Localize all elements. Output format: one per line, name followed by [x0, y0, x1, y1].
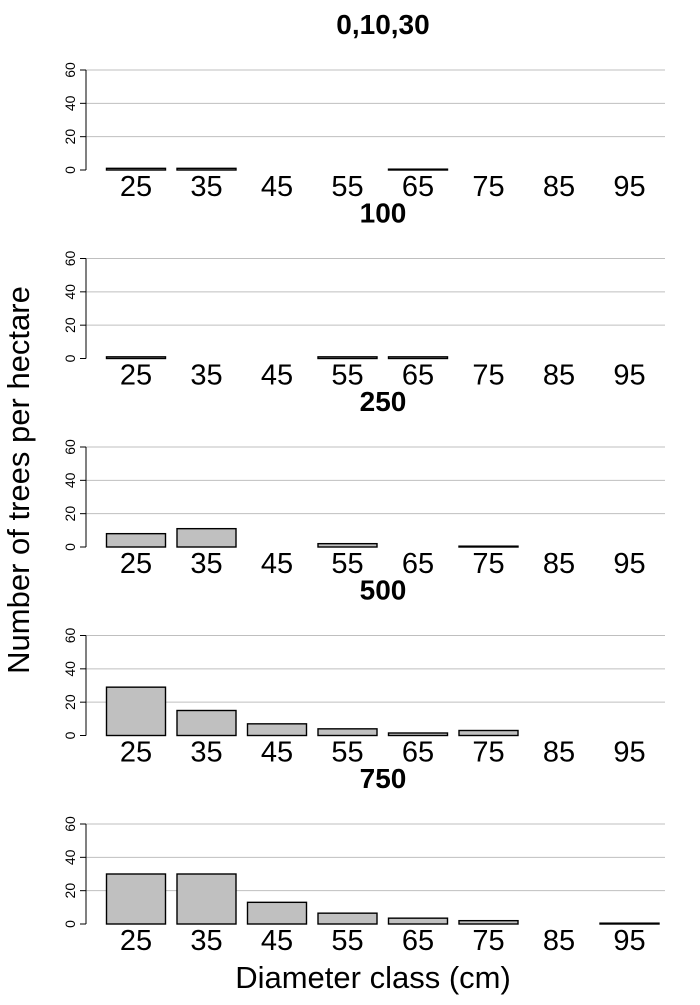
x-tick-label: 45 — [261, 925, 293, 957]
bar — [105, 686, 167, 737]
x-tick-label: 55 — [331, 360, 363, 392]
x-tick-label: 25 — [120, 925, 152, 957]
x-tick-label: 35 — [190, 925, 222, 957]
bar — [105, 167, 167, 171]
x-tick-label: 85 — [543, 171, 575, 203]
x-tick-label: 55 — [331, 925, 363, 957]
panel: 0,10,30 0 20 40 60 25 35 45 55 65 75 85 95 — [62, 9, 665, 203]
x-tick-label: 65 — [402, 925, 434, 957]
panel-title: 100 — [360, 198, 407, 229]
panel: 100 0 20 40 60 25 35 45 55 65 75 85 95 — [62, 198, 665, 392]
y-tick-label: 0 — [62, 166, 78, 174]
x-tick-label: 45 — [261, 360, 293, 392]
panel-title: 500 — [360, 575, 407, 606]
x-tick-label: 65 — [402, 737, 434, 769]
panel: 750 0 20 40 60 25 35 45 55 65 75 85 95 — [62, 763, 665, 957]
bar — [458, 919, 519, 925]
y-tick-label: 20 — [62, 317, 78, 333]
y-tick-label: 60 — [62, 816, 78, 832]
y-tick-label: 0 — [62, 920, 78, 928]
x-tick-label: 45 — [261, 548, 293, 580]
bar — [176, 527, 237, 548]
y-tick-label: 20 — [62, 506, 78, 522]
x-tick-label: 25 — [120, 360, 152, 392]
x-tick-label: 65 — [402, 360, 434, 392]
x-tick-label: 55 — [331, 548, 363, 580]
y-tick-label: 20 — [62, 129, 78, 145]
x-tick-label: 95 — [613, 548, 645, 580]
panel-title: 0,10,30 — [336, 9, 429, 40]
x-tick-label: 85 — [543, 925, 575, 957]
panel-title: 250 — [360, 386, 407, 417]
y-tick-label: 0 — [62, 731, 78, 739]
y-tick-label: 20 — [62, 883, 78, 899]
x-tick-label: 35 — [190, 171, 222, 203]
x-tick-label: 55 — [331, 171, 363, 203]
y-tick-label: 0 — [62, 543, 78, 551]
bar — [458, 545, 519, 548]
panel: 500 0 20 40 60 25 35 45 55 65 75 85 95 — [62, 575, 665, 769]
panel-title: 750 — [360, 763, 407, 794]
y-tick-label: 60 — [62, 62, 78, 78]
bar — [176, 167, 237, 171]
y-tick-label: 0 — [62, 354, 78, 362]
bar — [387, 917, 449, 925]
y-tick-label: 60 — [62, 251, 78, 267]
y-tick-label: 40 — [62, 849, 78, 865]
x-tick-label: 75 — [472, 171, 504, 203]
bar — [599, 922, 660, 925]
bar — [176, 709, 237, 737]
x-tick-label: 35 — [190, 360, 222, 392]
x-axis-title: Diameter class (cm) — [235, 960, 511, 995]
bar — [387, 732, 449, 737]
bar — [176, 873, 237, 925]
x-tick-label: 25 — [120, 737, 152, 769]
x-tick-label: 95 — [613, 360, 645, 392]
x-tick-label: 75 — [472, 360, 504, 392]
x-tick-label: 85 — [543, 548, 575, 580]
y-tick-label: 40 — [62, 661, 78, 677]
x-tick-label: 65 — [402, 548, 434, 580]
x-tick-label: 95 — [613, 925, 645, 957]
bar — [105, 356, 167, 360]
x-tick-label: 25 — [120, 171, 152, 203]
x-tick-label: 75 — [472, 548, 504, 580]
bar — [317, 542, 378, 548]
y-tick-label: 40 — [62, 284, 78, 300]
bar — [387, 168, 449, 171]
bar — [105, 532, 167, 548]
y-tick-label: 60 — [62, 439, 78, 455]
panel: 250 0 20 40 60 25 35 45 55 65 75 85 95 — [62, 386, 665, 580]
y-tick-label: 40 — [62, 472, 78, 488]
x-tick-label: 85 — [543, 360, 575, 392]
x-tick-label: 65 — [402, 171, 434, 203]
x-tick-label: 95 — [613, 171, 645, 203]
x-tick-label: 45 — [261, 737, 293, 769]
bar — [317, 356, 378, 360]
y-tick-label: 60 — [62, 628, 78, 644]
x-tick-label: 55 — [331, 737, 363, 769]
x-tick-label: 75 — [472, 737, 504, 769]
y-tick-label: 20 — [62, 694, 78, 710]
y-axis-title: Number of trees per hectare — [1, 286, 36, 674]
y-tick-label: 40 — [62, 95, 78, 111]
x-tick-label: 75 — [472, 925, 504, 957]
x-tick-label: 45 — [261, 171, 293, 203]
bar — [317, 728, 378, 737]
x-tick-label: 35 — [190, 548, 222, 580]
x-tick-label: 85 — [543, 737, 575, 769]
bar — [387, 356, 449, 360]
bar — [458, 729, 519, 737]
x-tick-label: 95 — [613, 737, 645, 769]
bar — [105, 873, 167, 925]
bar — [246, 723, 308, 737]
bar — [317, 912, 378, 925]
bar — [246, 901, 308, 925]
x-tick-label: 25 — [120, 548, 152, 580]
x-tick-label: 35 — [190, 737, 222, 769]
